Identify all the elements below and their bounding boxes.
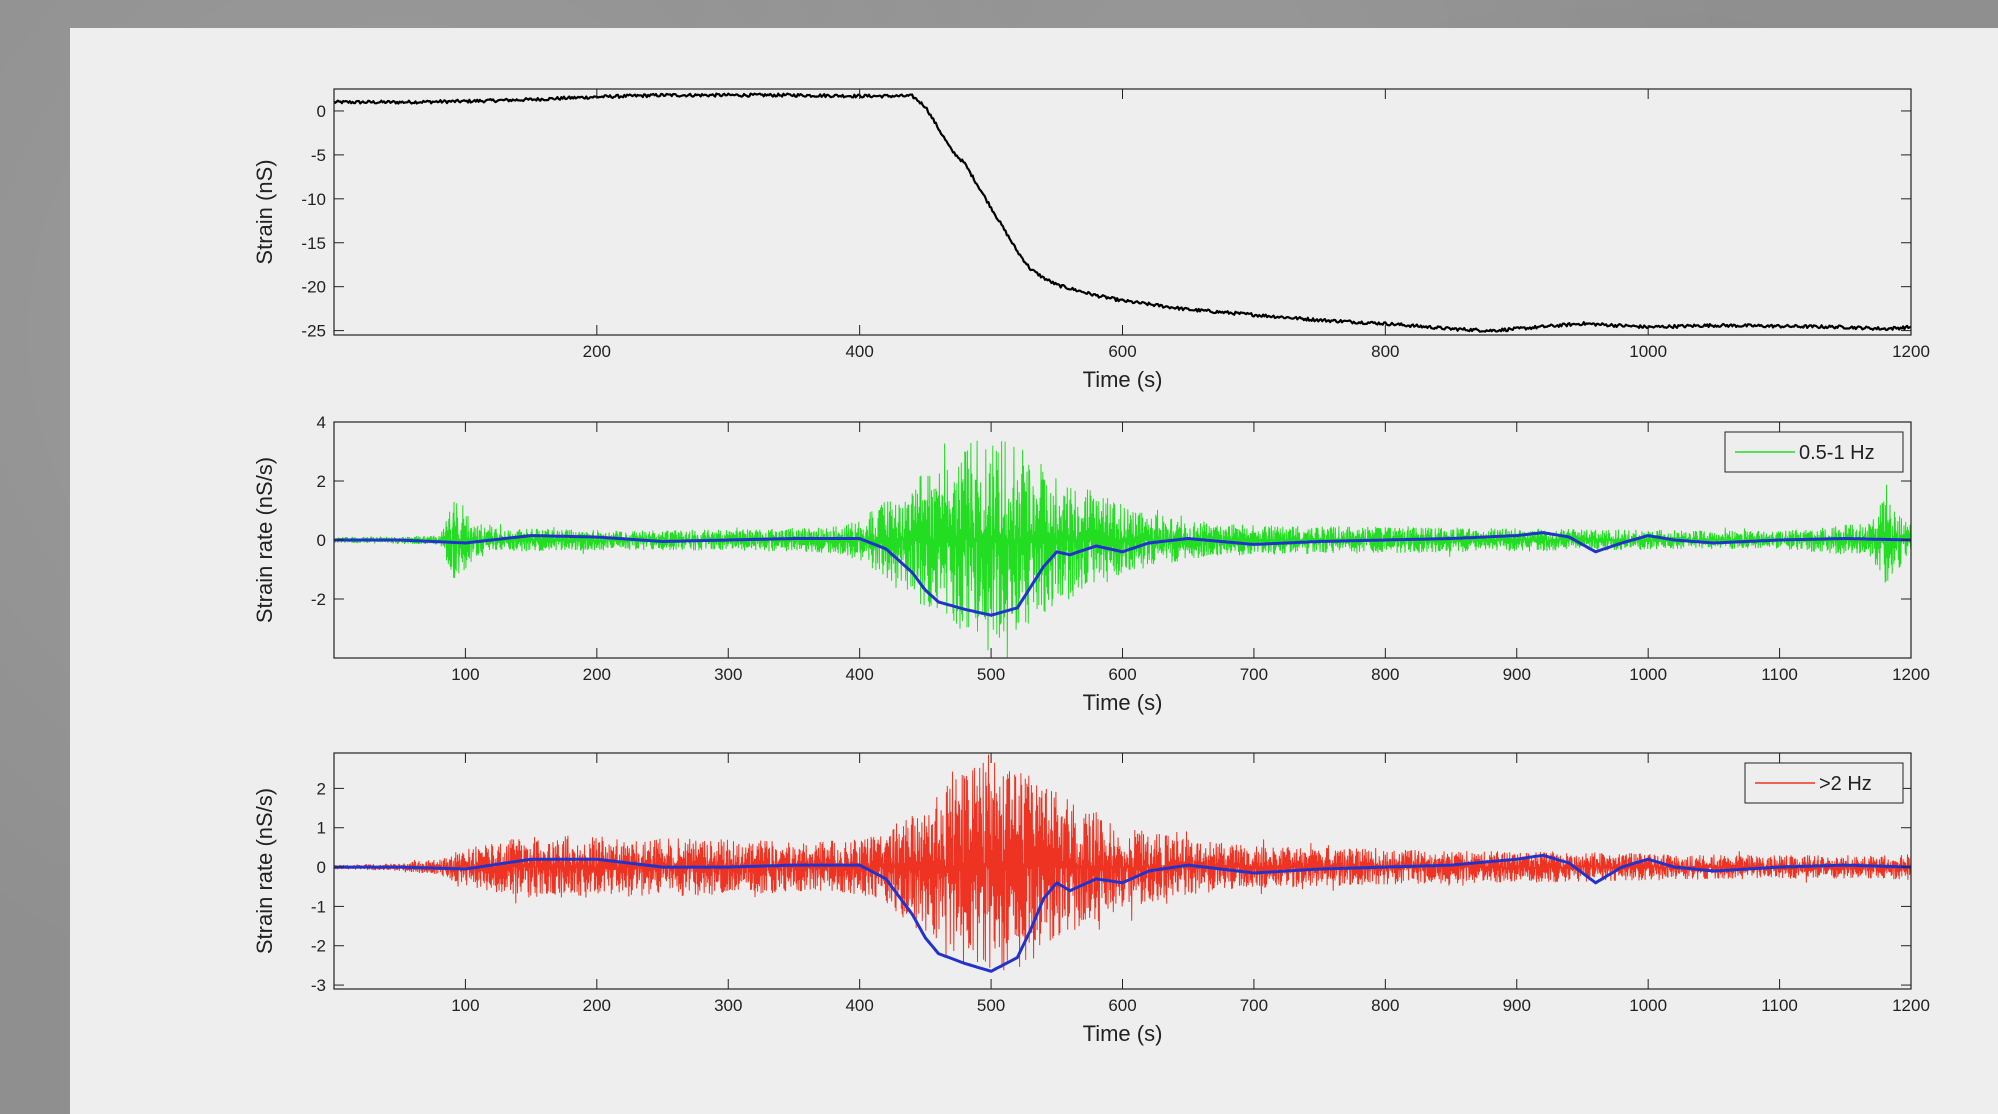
y-axis-label: Strain rate (nS/s): [252, 788, 277, 954]
legend: >2 Hz: [1744, 762, 1904, 804]
x-tick-label: 800: [1371, 342, 1399, 361]
x-tick-label: 1200: [1892, 342, 1930, 361]
x-tick-label: 900: [1503, 665, 1531, 684]
x-tick-label: 600: [1108, 996, 1136, 1015]
x-tick-label: 1000: [1629, 996, 1667, 1015]
y-axis-label: Strain rate (nS/s): [252, 457, 277, 623]
x-tick-label: 200: [583, 996, 611, 1015]
y-tick-label: 0: [317, 102, 326, 121]
legend-label: >2 Hz: [1819, 773, 1872, 795]
x-axis-label: Time (s): [1083, 367, 1163, 392]
y-tick-label: 2: [317, 472, 326, 491]
x-tick-label: 500: [977, 996, 1005, 1015]
chart-panel-1: 200 400 600 800 1000 1200 0 -5 -10 -15 -20 -25 Time …: [252, 88, 1930, 392]
y-tick-label: 4: [317, 413, 326, 432]
x-tick-label: 700: [1240, 665, 1268, 684]
y-tick-label: 0: [317, 531, 326, 550]
y-tick-label: 1: [317, 819, 326, 838]
y-tick-label: 0: [317, 858, 326, 877]
y-tick-label: -3: [311, 976, 326, 995]
y-tick-label: -25: [301, 322, 326, 341]
x-tick-label: 100: [451, 996, 479, 1015]
legend: 0.5-1 Hz: [1724, 431, 1904, 473]
y-tick-label: -10: [301, 190, 326, 209]
chart-panel-2: 100 200 300 400 500 600 700 800 900 1000 1100 1200 4…: [252, 413, 1930, 715]
y-axis-label: Strain (nS): [252, 159, 277, 264]
x-tick-label: 400: [845, 342, 873, 361]
x-tick-label: 900: [1503, 996, 1531, 1015]
figure-canvas: 200 400 600 800 1000 12000-5-10-15-20-25Time …: [252, 88, 1930, 1046]
x-tick-label: 300: [714, 996, 742, 1015]
x-tick-label: 1200: [1892, 996, 1930, 1015]
x-tick-label: 700: [1240, 996, 1268, 1015]
y-tick-label: -1: [311, 897, 326, 916]
y-tick-label: -5: [311, 146, 326, 165]
x-tick-label: 1200: [1892, 665, 1930, 684]
chart-panel-3: 100 200 300 400 500 600 700 800 900 1000 1100 1200 2…: [252, 752, 1930, 1046]
x-tick-label: 1000: [1629, 665, 1667, 684]
y-tick-label: -2: [311, 590, 326, 609]
legend-label: 0.5-1 Hz: [1799, 442, 1875, 464]
x-tick-label: 600: [1108, 342, 1136, 361]
envelope-line: [334, 531, 1911, 617]
y-tick-label: -2: [311, 937, 326, 956]
x-tick-label: 600: [1108, 665, 1136, 684]
series-band-line: [334, 440, 1911, 658]
x-tick-label: 800: [1371, 996, 1399, 1015]
x-tick-label: 100: [451, 665, 479, 684]
series-band-line: [334, 754, 1911, 971]
plot-area: [334, 89, 1911, 335]
y-tick-label: 2: [317, 779, 326, 798]
x-tick-label: 800: [1371, 665, 1399, 684]
figure: 200 400 600 800 1000 1200 0 -5 -10 -15 -20 -25 Time …: [70, 28, 1998, 1114]
x-axis-label: Time (s): [1083, 690, 1163, 715]
x-tick-label: 200: [583, 665, 611, 684]
y-tick-label: -15: [301, 234, 326, 253]
y-tick-label: -20: [301, 278, 326, 297]
x-tick-label: 1100: [1761, 665, 1798, 684]
x-axis-label: Time (s): [1083, 1021, 1163, 1046]
envelope-line: [334, 853, 1911, 973]
x-tick-label: 200: [583, 342, 611, 361]
x-tick-label: 1000: [1629, 342, 1667, 361]
x-tick-label: 500: [977, 665, 1005, 684]
x-tick-label: 400: [845, 996, 873, 1015]
x-tick-label: 300: [714, 665, 742, 684]
x-tick-label: 1100: [1761, 996, 1798, 1015]
x-tick-label: 400: [845, 665, 873, 684]
